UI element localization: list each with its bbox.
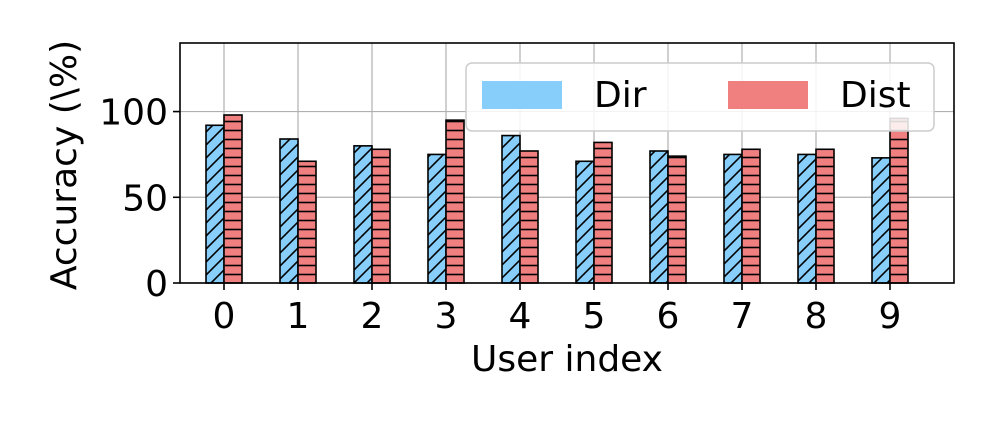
bar-hatch [519, 150, 539, 284]
bar-dist-8 [815, 148, 835, 284]
bar-hatch [871, 157, 891, 284]
legend-label-dir: Dir [594, 75, 647, 116]
y-axis-ticks: 0 50 100 [99, 93, 180, 305]
bar-dir-2 [353, 145, 373, 284]
bar-hatch [797, 153, 817, 284]
x-tick-label: 3 [435, 296, 458, 337]
bar-hatch [723, 153, 743, 284]
y-tick-label: 0 [145, 264, 168, 305]
bar-dir-0 [205, 124, 225, 284]
legend-frame [465, 62, 935, 132]
legend-swatch-dir [482, 81, 562, 109]
bar-dist-0 [223, 114, 243, 284]
bar-hatch [667, 155, 687, 284]
y-tick-label: 50 [122, 178, 168, 219]
bar-hatch [445, 119, 465, 284]
bar-dist-5 [593, 141, 613, 284]
legend: Dir Dist [465, 62, 935, 132]
bar-hatch [223, 114, 243, 284]
legend-label-dist: Dist [840, 75, 911, 116]
x-tick-label: 1 [287, 296, 310, 337]
bar-dist-7 [741, 148, 761, 284]
bars [205, 114, 909, 284]
x-tick-label: 4 [509, 296, 532, 337]
bar-hatch [371, 148, 391, 284]
bar-dist-4 [519, 150, 539, 284]
bar-hatch [815, 148, 835, 284]
bar-hatch [889, 117, 909, 284]
bar-hatch [205, 124, 225, 284]
bar-dir-7 [723, 153, 743, 284]
x-tick-label: 7 [731, 296, 754, 337]
bar-dir-4 [501, 134, 521, 284]
bar-hatch [353, 145, 373, 284]
bar-hatch [741, 148, 761, 284]
legend-swatch-dist [728, 81, 808, 109]
x-axis-ticks: 0 1 2 3 4 5 6 7 8 9 [213, 283, 902, 337]
y-axis-title: Accuracy (\%) [44, 40, 85, 290]
bar-hatch [501, 134, 521, 284]
bar-dir-8 [797, 153, 817, 284]
x-tick-label: 0 [213, 296, 236, 337]
bar-hatch [593, 141, 613, 284]
bar-hatch [649, 150, 669, 284]
bar-dir-3 [427, 153, 447, 284]
y-tick-label: 100 [99, 93, 168, 134]
x-tick-label: 6 [657, 296, 680, 337]
bar-dist-2 [371, 148, 391, 284]
x-tick-label: 9 [879, 296, 902, 337]
bar-dist-6 [667, 155, 687, 284]
x-tick-label: 8 [805, 296, 828, 337]
bar-hatch [575, 160, 595, 284]
bar-dist-1 [297, 160, 317, 284]
bar-dir-6 [649, 150, 669, 284]
bar-dist-9 [889, 117, 909, 284]
bar-dir-5 [575, 160, 595, 284]
plot-frame [179, 42, 955, 284]
x-tick-label: 5 [583, 296, 606, 337]
bar-hatch [427, 153, 447, 284]
x-tick-label: 2 [361, 296, 384, 337]
bar-dir-9 [871, 157, 891, 284]
x-axis-title: User index [471, 339, 663, 380]
bar-dir-1 [279, 138, 299, 284]
bar-hatch [279, 138, 299, 284]
bar-hatch [297, 160, 317, 284]
bar-dist-3 [445, 119, 465, 284]
